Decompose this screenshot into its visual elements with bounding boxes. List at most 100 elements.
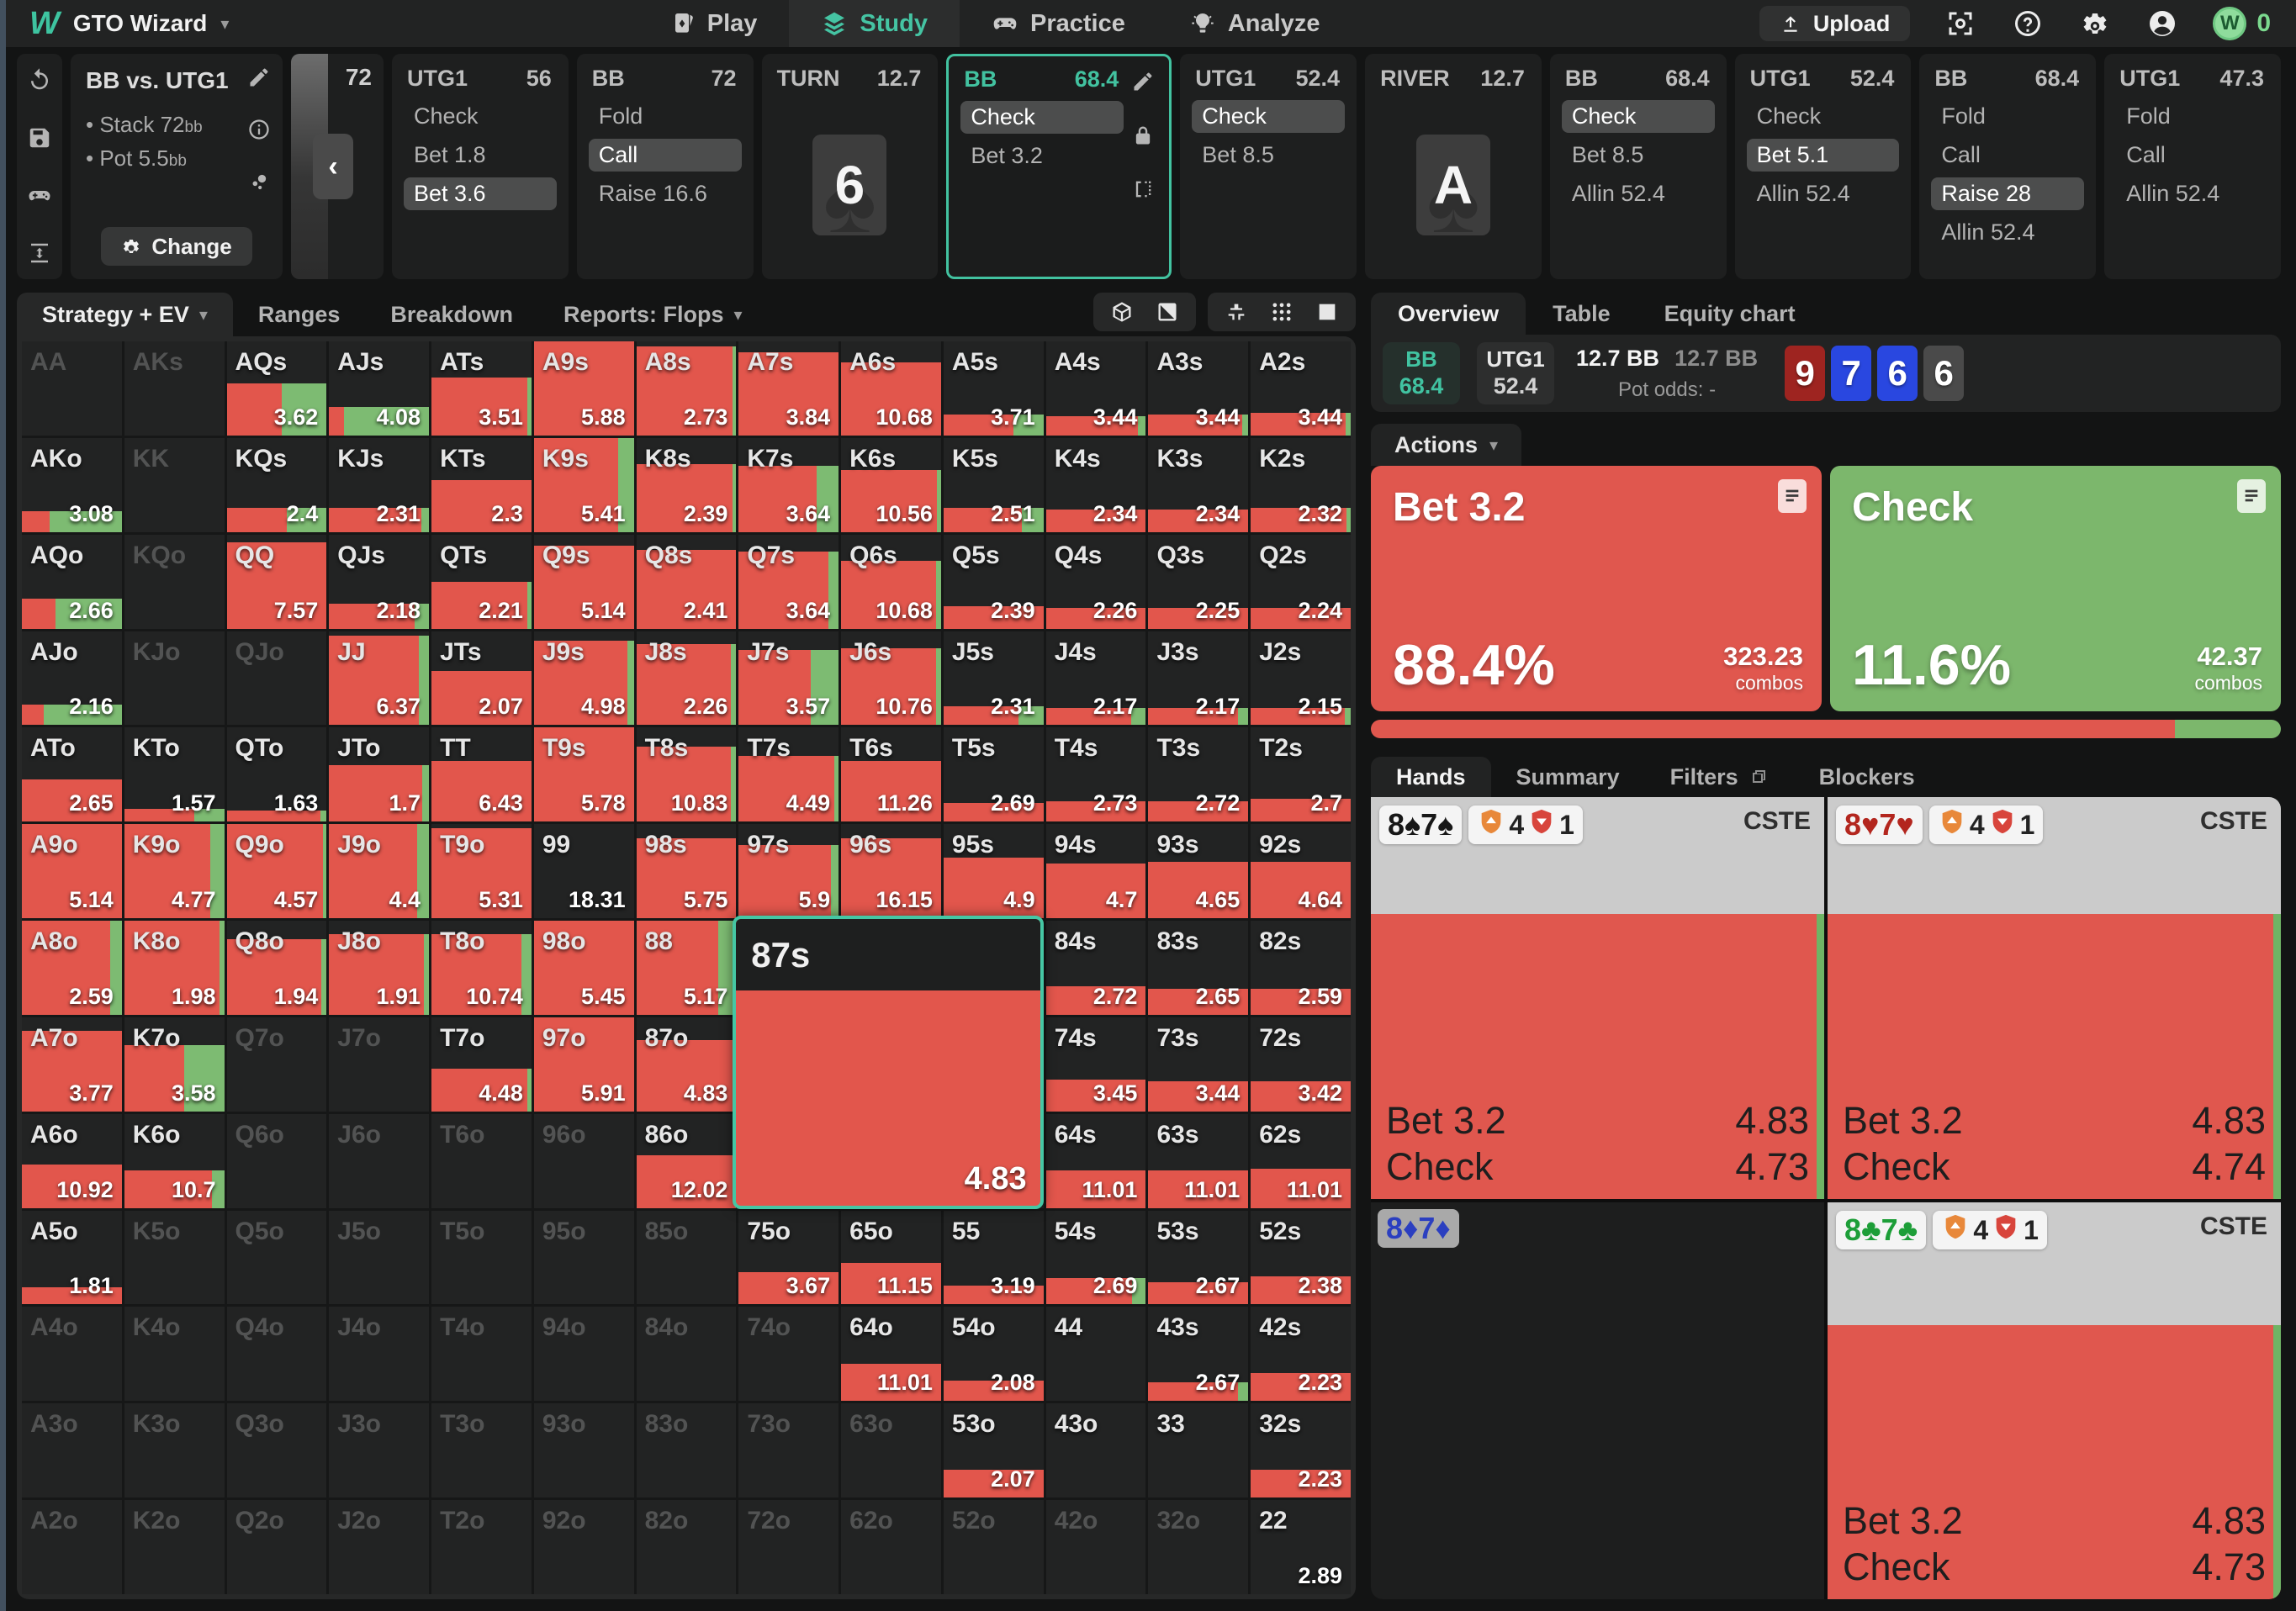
- matrix-cell-J6s[interactable]: J6s 10.76: [841, 631, 941, 726]
- matrix-cell-K7s[interactable]: K7s 3.64: [738, 437, 839, 532]
- matrix-cell-KQo[interactable]: KQo: [124, 534, 225, 629]
- matrix-cell-33[interactable]: 33: [1148, 1403, 1249, 1498]
- matrix-cell-J6o[interactable]: J6o: [329, 1113, 430, 1208]
- action-option[interactable]: Check: [960, 101, 1124, 134]
- matrix-cell-T8s[interactable]: T8s 10.83: [636, 727, 737, 822]
- matrix-cell-74o[interactable]: 74o: [738, 1307, 839, 1402]
- tab-practice[interactable]: Practice: [960, 0, 1157, 47]
- matrix-cell-Q8o[interactable]: Q8o 1.94: [226, 921, 327, 1015]
- tab-table[interactable]: Table: [1553, 300, 1611, 326]
- matrix-cell-96s[interactable]: 96s 16.15: [841, 824, 941, 919]
- matrix-cell-T2o[interactable]: T2o: [431, 1500, 532, 1594]
- pencil-icon[interactable]: [1131, 70, 1155, 93]
- matrix-cell-98s[interactable]: 98s 5.75: [636, 824, 737, 919]
- half-fill-view-icon[interactable]: [1156, 300, 1179, 324]
- matrix-cell-96o[interactable]: 96o: [533, 1113, 634, 1208]
- matrix-cell-K7o[interactable]: K7o 3.58: [124, 1017, 225, 1112]
- matrix-cell-A8s[interactable]: A8s 2.73: [636, 341, 737, 436]
- matrix-cell-K2o[interactable]: K2o: [124, 1500, 225, 1594]
- matrix-cell-J3o[interactable]: J3o: [329, 1403, 430, 1498]
- history-node-utg1[interactable]: UTG1 56 Check Bet 1.8 Bet 3.6: [392, 54, 569, 279]
- matrix-cell-K8o[interactable]: K8o 1.98: [124, 921, 225, 1015]
- matrix-cell-A9o[interactable]: A9o 5.14: [22, 824, 122, 919]
- matrix-cell-73o[interactable]: 73o: [738, 1403, 839, 1498]
- matrix-cell-T8o[interactable]: T8o 10.74: [431, 921, 532, 1015]
- matrix-cell-63o[interactable]: 63o: [841, 1403, 941, 1498]
- matrix-cell-54o[interactable]: 54o 2.08: [943, 1307, 1044, 1402]
- matrix-cell-94o[interactable]: 94o: [533, 1307, 634, 1402]
- matrix-cell-J7s[interactable]: J7s 3.57: [738, 631, 839, 726]
- action-option[interactable]: Bet 8.5: [1202, 142, 1274, 167]
- matrix-cell-54s[interactable]: 54s 2.69: [1045, 1210, 1146, 1305]
- note-icon[interactable]: [1778, 479, 1807, 513]
- tab-blockers[interactable]: Blockers: [1818, 763, 1915, 790]
- expand-left-button[interactable]: ‹: [313, 134, 353, 199]
- tab-ranges[interactable]: Ranges: [257, 301, 341, 327]
- matrix-cell-Q8s[interactable]: Q8s 2.41: [636, 534, 737, 629]
- matrix-cell-97s[interactable]: 97s 5.9: [738, 824, 839, 919]
- matrix-cell-T4o[interactable]: T4o: [431, 1307, 532, 1402]
- matrix-cell-JTs[interactable]: JTs 2.07: [431, 631, 532, 726]
- matrix-cell-42s[interactable]: 42s 2.23: [1251, 1307, 1351, 1402]
- action-option[interactable]: Raise 28: [1931, 177, 2085, 210]
- matrix-cell-Q6o[interactable]: Q6o: [226, 1113, 327, 1208]
- matrix-cell-QTs[interactable]: QTs 2.21: [431, 534, 532, 629]
- matrix-cell-T3o[interactable]: T3o: [431, 1403, 532, 1498]
- collapse-icon[interactable]: [1225, 300, 1248, 324]
- matrix-cell-T7s[interactable]: T7s 4.49: [738, 727, 839, 822]
- matrix-cell-AJo[interactable]: AJo 2.16: [22, 631, 122, 726]
- matrix-cell-Q4s[interactable]: Q4s 2.26: [1045, 534, 1146, 629]
- tab-play[interactable]: Play: [637, 0, 790, 47]
- matrix-cell-K5o[interactable]: K5o: [124, 1210, 225, 1305]
- tab-study[interactable]: Study: [789, 0, 960, 47]
- matrix-cell-J5s[interactable]: J5s 2.31: [943, 631, 1044, 726]
- matrix-cell-T3s[interactable]: T3s 2.72: [1148, 727, 1249, 822]
- matrix-cell-J4o[interactable]: J4o: [329, 1307, 430, 1402]
- action-option[interactable]: Check: [1192, 100, 1346, 133]
- tab-strategy-ev[interactable]: Strategy + EV ▾: [17, 293, 233, 336]
- history-node-river[interactable]: RIVER 12.7 ♠ A: [1365, 54, 1542, 279]
- matrix-cell-K9s[interactable]: K9s 5.41: [533, 437, 634, 532]
- matrix-cell-T5o[interactable]: T5o: [431, 1210, 532, 1305]
- matrix-cell-43o[interactable]: 43o: [1045, 1403, 1146, 1498]
- history-node-bb[interactable]: BB 68.4 Check Bet 8.5 Allin 52.4: [1549, 54, 1727, 279]
- screenshot-icon[interactable]: [1944, 7, 1977, 40]
- action-option[interactable]: Allin 52.4: [1756, 181, 1850, 206]
- upload-button[interactable]: Upload: [1759, 6, 1911, 41]
- save-icon[interactable]: [27, 125, 52, 151]
- matrix-cell-K6s[interactable]: K6s 10.56: [841, 437, 941, 532]
- matrix-cell-J2o[interactable]: J2o: [329, 1500, 430, 1594]
- matrix-cell-J8s[interactable]: J8s 2.26: [636, 631, 737, 726]
- matrix-cell-83o[interactable]: 83o: [636, 1403, 737, 1498]
- matrix-cell-J7o[interactable]: J7o: [329, 1017, 430, 1112]
- matrix-cell-J2s[interactable]: J2s 2.15: [1251, 631, 1351, 726]
- matrix-cell-A6o[interactable]: A6o 10.92: [22, 1113, 122, 1208]
- matrix-cell-AA[interactable]: AA: [22, 341, 122, 436]
- matrix-cell-JTo[interactable]: JTo 1.7: [329, 727, 430, 822]
- matrix-cell-T9o[interactable]: T9o 5.31: [431, 824, 532, 919]
- matrix-cell-K4o[interactable]: K4o: [124, 1307, 225, 1402]
- matrix-cell-J4s[interactable]: J4s 2.17: [1045, 631, 1146, 726]
- history-node-bb[interactable]: BB 68.4 Fold Call Raise 28 Allin 52.4: [1919, 54, 2097, 279]
- change-solution-button[interactable]: Change: [101, 227, 252, 266]
- tab-breakdown[interactable]: Breakdown: [390, 301, 513, 327]
- action-option[interactable]: Check: [1561, 100, 1715, 133]
- note-icon[interactable]: [2237, 479, 2266, 513]
- selected-matrix-cell[interactable]: 87s 4.83: [733, 916, 1044, 1209]
- tab-analyze[interactable]: Analyze: [1157, 0, 1352, 47]
- app-logo[interactable]: W GTO Wizard ▾: [29, 8, 229, 40]
- matrix-cell-43s[interactable]: 43s 2.67: [1148, 1307, 1249, 1402]
- matrix-cell-82o[interactable]: 82o: [636, 1500, 737, 1594]
- history-node-utg1[interactable]: UTG1 52.4 Check Bet 8.5: [1180, 54, 1357, 279]
- matrix-cell-K4s[interactable]: K4s 2.34: [1045, 437, 1146, 532]
- matrix-cell-53o[interactable]: 53o 2.07: [943, 1403, 1044, 1498]
- action-option[interactable]: Raise 16.6: [598, 181, 707, 206]
- help-icon[interactable]: [2011, 7, 2045, 40]
- matrix-cell-97o[interactable]: 97o 5.91: [533, 1017, 634, 1112]
- action-card-bet[interactable]: Bet 3.2 88.4% 323.23 combos: [1371, 466, 1822, 711]
- matrix-cell-A8o[interactable]: A8o 2.59: [22, 921, 122, 1015]
- hand-card-8s7s[interactable]: 8♠ 7♠ 4 1 CSTE Bet 3.2 4.83 Check 4.73: [1371, 797, 1824, 1199]
- matrix-cell-A4o[interactable]: A4o: [22, 1307, 122, 1402]
- action-option[interactable]: Fold: [1941, 103, 1986, 129]
- matrix-cell-A6s[interactable]: A6s 10.68: [841, 341, 941, 436]
